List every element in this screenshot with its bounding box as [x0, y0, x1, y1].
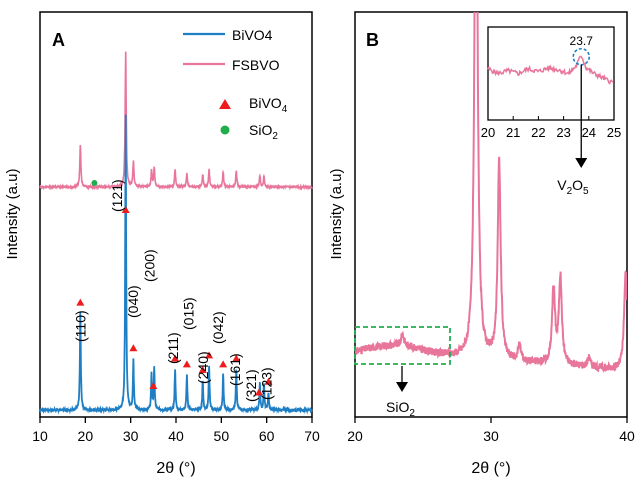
inset-peak-label: 23.7 — [570, 34, 594, 48]
panel-a-x-tick-label: 70 — [304, 428, 320, 444]
panel-b-x-tick-label: 40 — [619, 428, 635, 444]
sio2-peak-marker-icon — [91, 180, 98, 186]
legend-bivo4-phase-label: BiVO4 — [249, 95, 288, 115]
panel-a-x-axis-label: 2θ (°) — [156, 460, 195, 477]
panel-b-x-tick-label: 30 — [483, 428, 499, 444]
bivo4-peak-marker-icon — [264, 377, 273, 385]
panel-a-x-tick-label: 20 — [78, 428, 94, 444]
legend-fsbvo-label: FSBVO — [232, 57, 280, 73]
panel-a-x-tick-label: 10 — [32, 428, 48, 444]
inset-x-tick-label: 21 — [506, 125, 520, 140]
bivo4-peak-marker-icon — [198, 366, 207, 374]
bivo4-peak-marker-icon — [171, 354, 180, 362]
inset-x-tick-label: 24 — [582, 125, 596, 140]
bivo4-peak-marker-icon — [219, 360, 228, 368]
sio2-highlight-box — [354, 326, 451, 365]
miller-index-label: (110) — [72, 310, 88, 342]
panel-a-x-tick-label: 50 — [214, 428, 230, 444]
panel-b-x-tick-label: 20 — [347, 428, 363, 444]
bivo4-peak-marker-icon — [121, 206, 130, 213]
panel-b-x-axis-label: 2θ (°) — [471, 460, 510, 477]
panel-b-sio2-label: SiO2 — [386, 399, 415, 419]
inset-x-tick-label: 25 — [607, 125, 621, 140]
miller-index-label: (240) — [195, 351, 211, 384]
miller-index-label: (123) — [259, 367, 275, 400]
panel-a-x-axis: 10 20 30 40 50 60 70 — [32, 417, 320, 444]
panel-a-y-axis-label: Intensity (a.u) — [4, 169, 21, 260]
panel-a-x-tick-label: 40 — [168, 428, 184, 444]
miller-index-label: (161) — [227, 353, 243, 386]
panel-a-x-tick-label: 60 — [259, 428, 275, 444]
miller-index-label: (121) — [109, 179, 125, 212]
series-fsbvo-line — [39, 51, 313, 191]
inset-peak-highlight-circle — [572, 47, 591, 66]
panel-b-y-axis-label: Intensity (a.u) — [328, 169, 345, 260]
panel-a-legend: BiVO4 FSBVO BiVO4 SiO2 — [183, 27, 288, 142]
miller-index-label: (015) — [181, 297, 197, 330]
panel-b-v2o5-label: V2O5 — [557, 177, 589, 197]
sio2-arrow-head-icon — [396, 382, 408, 392]
legend-sio2-circle-icon — [220, 125, 230, 135]
bivo4-peak-marker-icon — [76, 298, 85, 306]
inset-x-axis: 20 21 22 23 24 25 — [481, 116, 621, 140]
legend-bivo4-label: BiVO4 — [232, 27, 273, 43]
panel-a-label: A — [52, 30, 65, 50]
bivo4-peak-marker-icon — [205, 351, 214, 359]
panel-b: B Intensity (a.u) 2θ (°) 20 30 40 SiO2 20 2… — [328, 11, 635, 477]
bivo4-peak-marker-icon — [182, 360, 191, 368]
miller-index-label: (211) — [165, 332, 181, 364]
miller-index-label: (042) — [210, 311, 226, 344]
v2o5-arrow-head-icon — [575, 158, 588, 168]
inset-x-tick-label: 23 — [556, 125, 570, 140]
legend-sio2-label: SiO2 — [249, 122, 278, 142]
panel-a: A Intensity (a.u) 2θ (°) 10 20 30 40 50 60 70 … — [4, 11, 320, 477]
inset-x-tick-label: 20 — [481, 125, 495, 140]
series-bivo4-line — [39, 114, 313, 415]
panel-a-miller-indices: (110) (121) (040)(200) (211)(015) (240) (042)… — [72, 179, 274, 402]
bivo4-peak-marker-icon — [129, 344, 138, 352]
panel-b-label: B — [366, 30, 379, 50]
miller-index-label: (200) — [142, 249, 158, 282]
panel-b-x-axis: 20 30 40 — [347, 417, 635, 444]
bivo4-peak-marker-icon — [232, 354, 241, 362]
panel-b-inset: 20 21 22 23 24 25 23.7 V2O5 — [481, 26, 621, 197]
inset-fsbvo-line — [487, 55, 614, 85]
miller-index-label: (040) — [125, 285, 141, 318]
inset-x-tick-label: 22 — [531, 125, 545, 140]
legend-bivo4-triangle-icon — [219, 99, 231, 109]
panel-a-phase-markers — [76, 180, 273, 396]
miller-index-label: (321) — [243, 369, 259, 402]
panel-b-fsbvo-line — [355, 12, 627, 374]
panel-a-x-tick-label: 30 — [123, 428, 139, 444]
bivo4-peak-marker-icon — [149, 381, 158, 389]
bivo4-peak-marker-icon — [254, 388, 263, 396]
